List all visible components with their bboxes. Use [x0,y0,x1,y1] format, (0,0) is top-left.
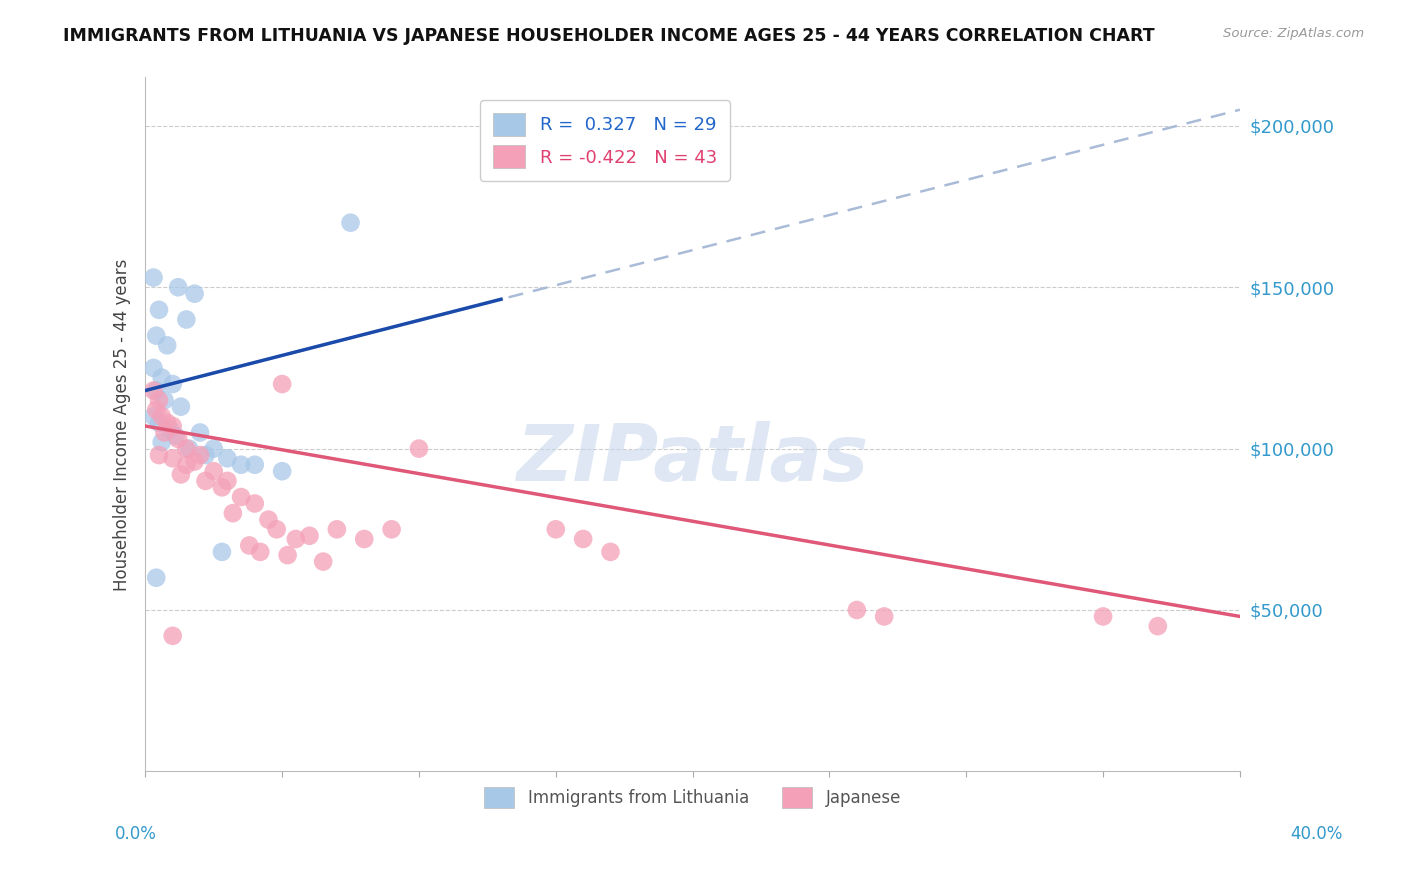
Point [873,609,896,624]
Point [211,480,233,494]
Point [408,442,430,456]
Point [249,545,271,559]
Point [183,454,205,468]
Point [150,370,173,384]
Point [271,464,294,478]
Point [156,416,179,430]
Point [277,548,299,562]
Text: ZIPatlas: ZIPatlas [516,421,869,497]
Point [159,422,181,436]
Point [142,270,165,285]
Point [381,522,404,536]
Point [165,428,187,442]
Point [176,458,198,472]
Point [243,496,266,510]
Point [202,442,225,456]
Point [238,538,260,552]
Point [153,425,176,440]
Point [162,377,184,392]
Point [222,506,245,520]
Text: IMMIGRANTS FROM LITHUANIA VS JAPANESE HOUSEHOLDER INCOME AGES 25 - 44 YEARS CORR: IMMIGRANTS FROM LITHUANIA VS JAPANESE HO… [63,27,1154,45]
Point [170,467,193,482]
Point [148,448,170,462]
Point [148,416,170,430]
Point [162,629,184,643]
Point [845,603,868,617]
Point [153,393,176,408]
Point [339,216,361,230]
Point [176,442,198,456]
Point [150,409,173,424]
Text: Source: ZipAtlas.com: Source: ZipAtlas.com [1223,27,1364,40]
Point [229,458,252,472]
Point [257,513,280,527]
Point [1092,609,1115,624]
Point [177,442,200,456]
Point [188,425,211,440]
Point [145,384,167,398]
Point [142,360,165,375]
Point [142,384,165,398]
Point [142,409,165,424]
Point [217,451,239,466]
Point [312,555,335,569]
Point [599,545,621,559]
Point [211,545,233,559]
Point [145,571,167,585]
Point [167,280,190,294]
Point [1146,619,1168,633]
Legend: Immigrants from Lithuania, Japanese: Immigrants from Lithuania, Japanese [478,780,908,815]
Point [353,532,375,546]
Y-axis label: Householder Income Ages 25 - 44 years: Householder Income Ages 25 - 44 years [114,258,131,591]
Point [145,328,167,343]
Point [266,522,288,536]
Point [148,393,170,408]
Point [229,490,252,504]
Point [572,532,595,546]
Point [202,464,225,478]
Point [284,532,307,546]
Point [194,474,217,488]
Point [217,474,239,488]
Point [170,400,193,414]
Point [544,522,567,536]
Point [188,448,211,462]
Point [243,458,266,472]
Point [150,435,173,450]
Point [183,286,205,301]
Point [162,419,184,434]
Point [145,403,167,417]
Point [194,448,217,462]
Point [156,338,179,352]
Text: 0.0%: 0.0% [115,825,157,843]
Point [148,302,170,317]
Point [271,377,294,392]
Point [326,522,349,536]
Point [167,432,190,446]
Point [298,529,321,543]
Point [162,451,184,466]
Text: 40.0%: 40.0% [1291,825,1343,843]
Point [176,312,198,326]
